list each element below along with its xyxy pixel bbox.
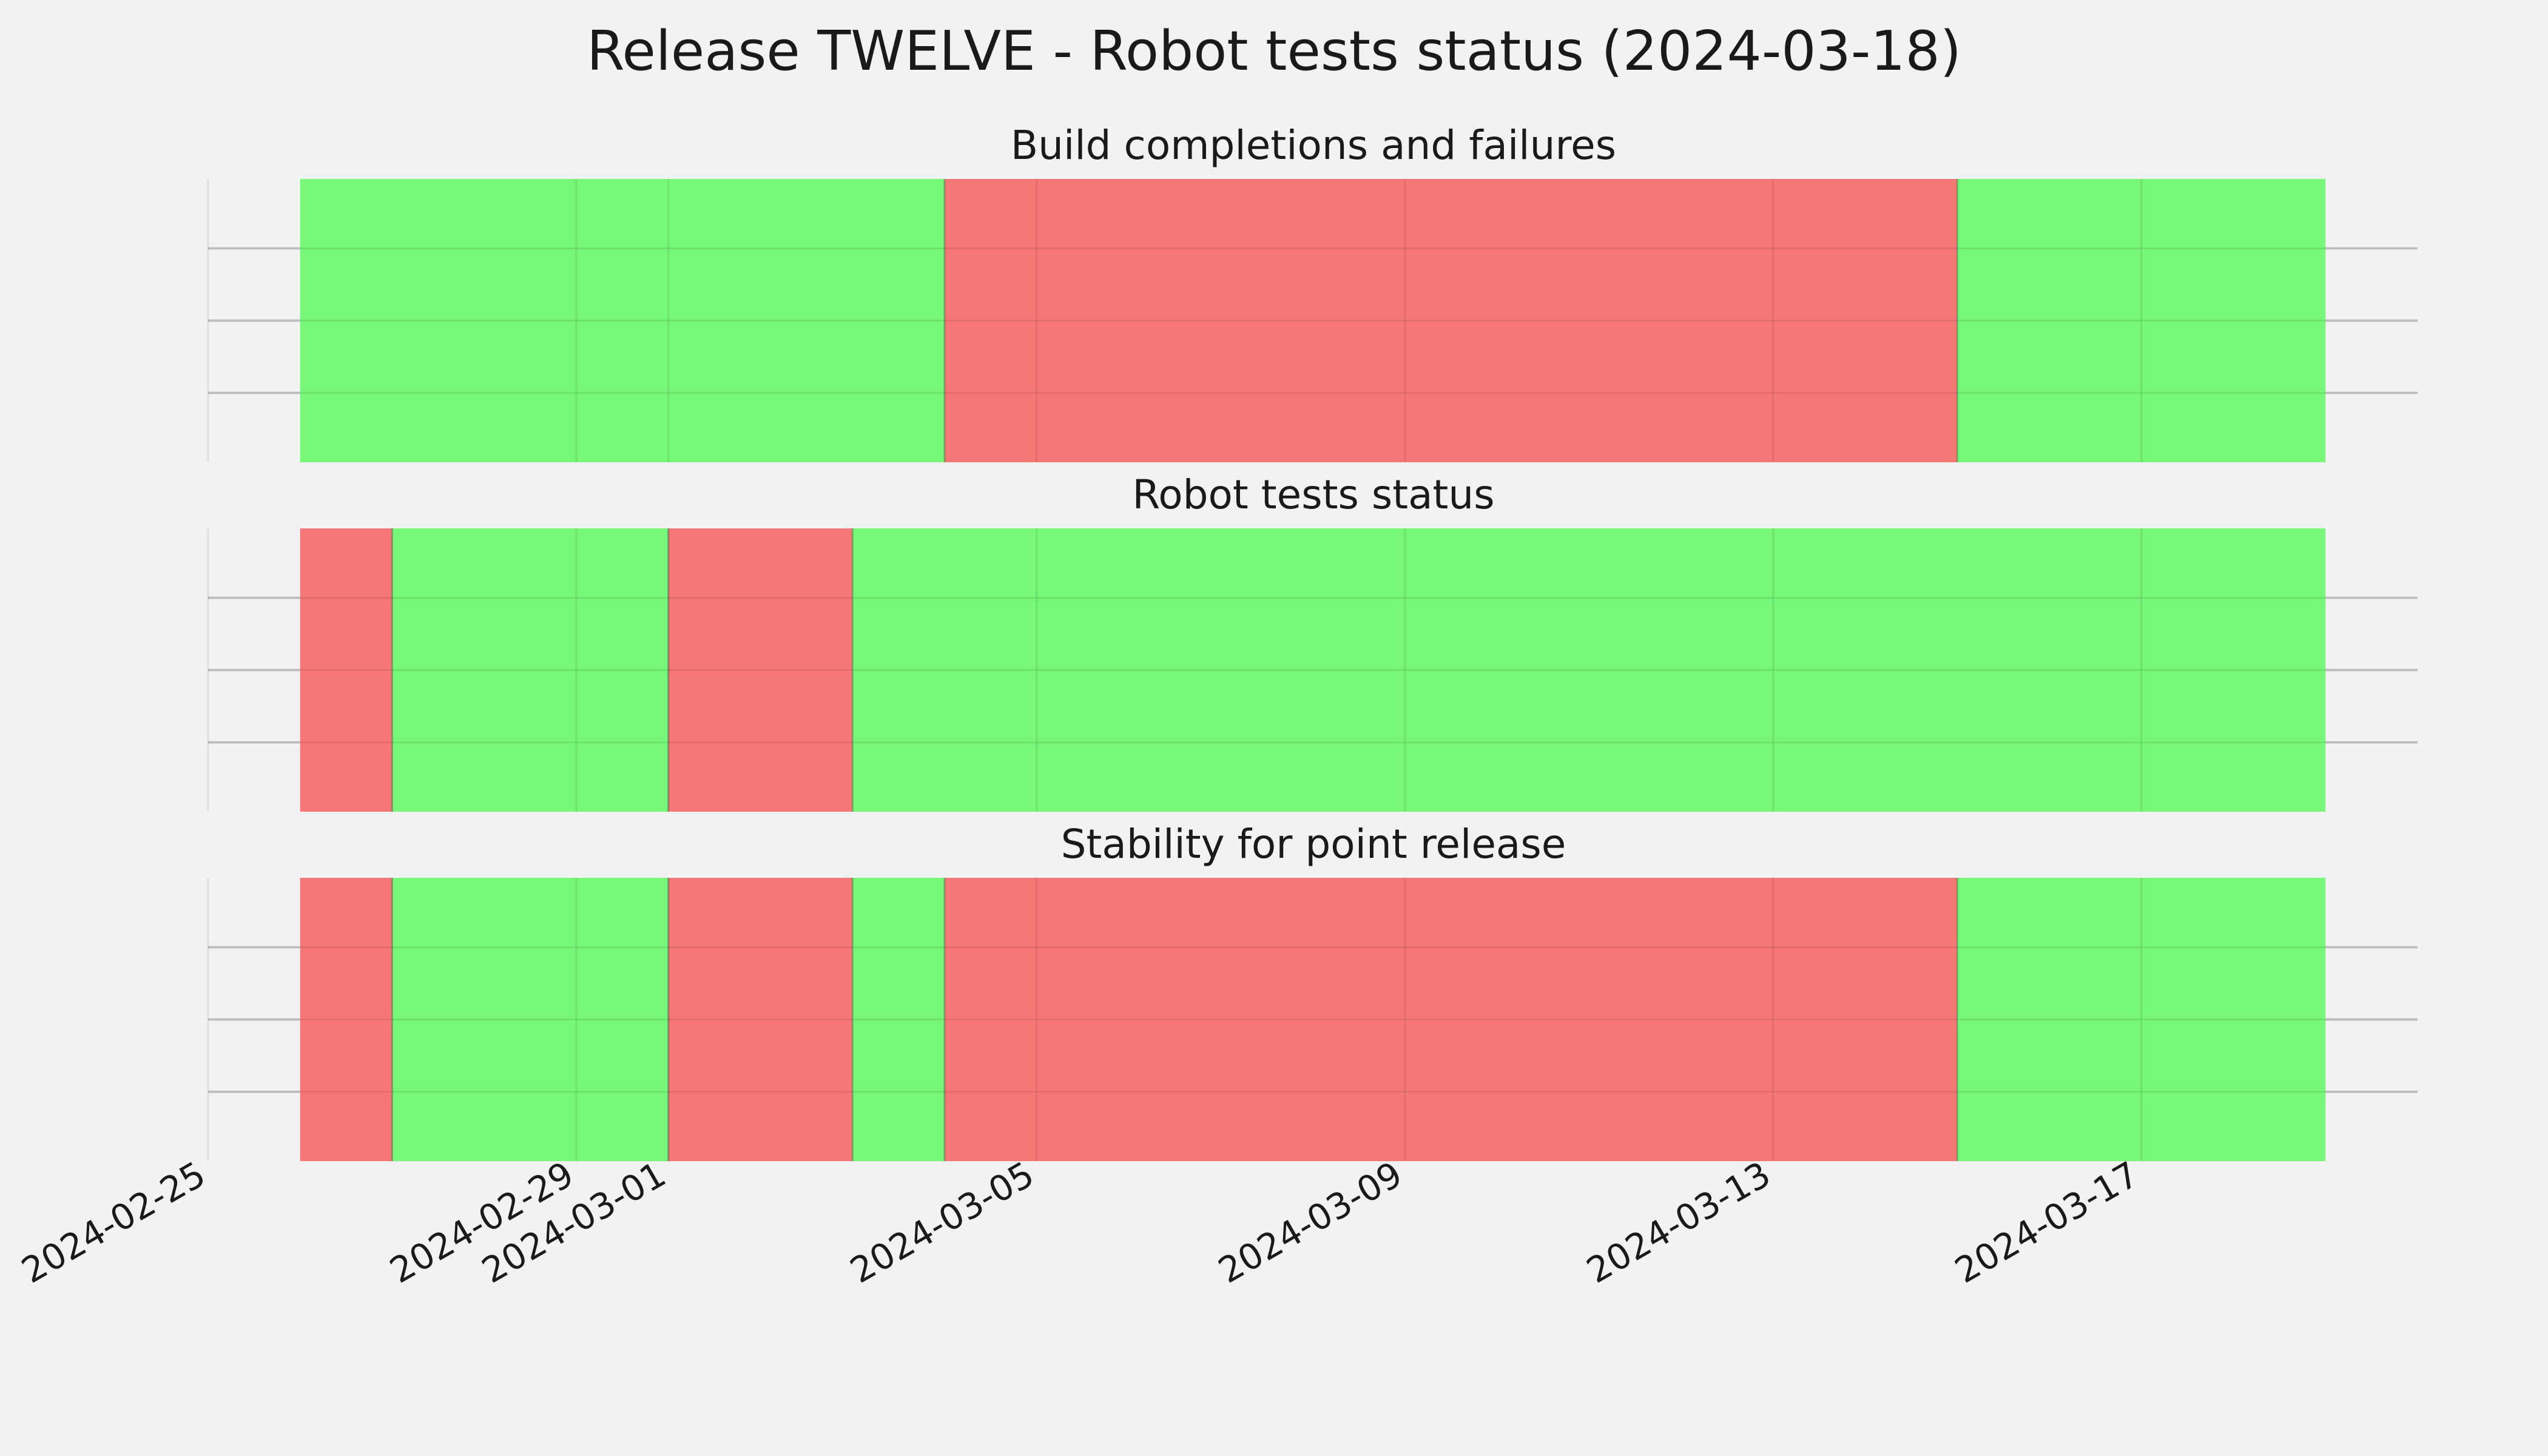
panel-robot-bars (207, 528, 2418, 812)
segment-pass (300, 179, 945, 462)
panel-robot: Robot tests status (207, 471, 2418, 812)
x-tick-label: 2024-03-09 (1212, 1153, 1409, 1291)
panel-build: Build completions and failures (207, 122, 2418, 462)
panel-title-build: Build completions and failures (1011, 122, 1616, 169)
panel-build-bars (207, 179, 2418, 462)
segment-fail (668, 528, 853, 812)
segment-pass (852, 878, 945, 1161)
segment-fail (945, 878, 1958, 1161)
x-tick-label: 2024-03-13 (1580, 1153, 1778, 1291)
x-tick-label: 2024-03-17 (1948, 1153, 2146, 1291)
segment-fail (668, 878, 853, 1161)
x-tick-label: 2024-03-05 (843, 1153, 1041, 1291)
segment-fail (300, 878, 393, 1161)
segment-pass (392, 878, 669, 1161)
panel-stability: Stability for point release (207, 821, 2418, 1161)
segment-pass (852, 528, 2326, 812)
chart-title: Release TWELVE - Robot tests status (202… (587, 19, 1961, 83)
panel-title-stability: Stability for point release (1061, 821, 1566, 868)
segment-pass (1957, 179, 2326, 462)
segment-fail (300, 528, 393, 812)
panel-title-robot: Robot tests status (1132, 471, 1494, 518)
segment-pass (1957, 878, 2326, 1161)
panel-stability-bars (207, 878, 2418, 1161)
x-tick-label: 2024-02-25 (15, 1153, 212, 1291)
segment-pass (392, 528, 669, 812)
segment-fail (945, 179, 1958, 462)
